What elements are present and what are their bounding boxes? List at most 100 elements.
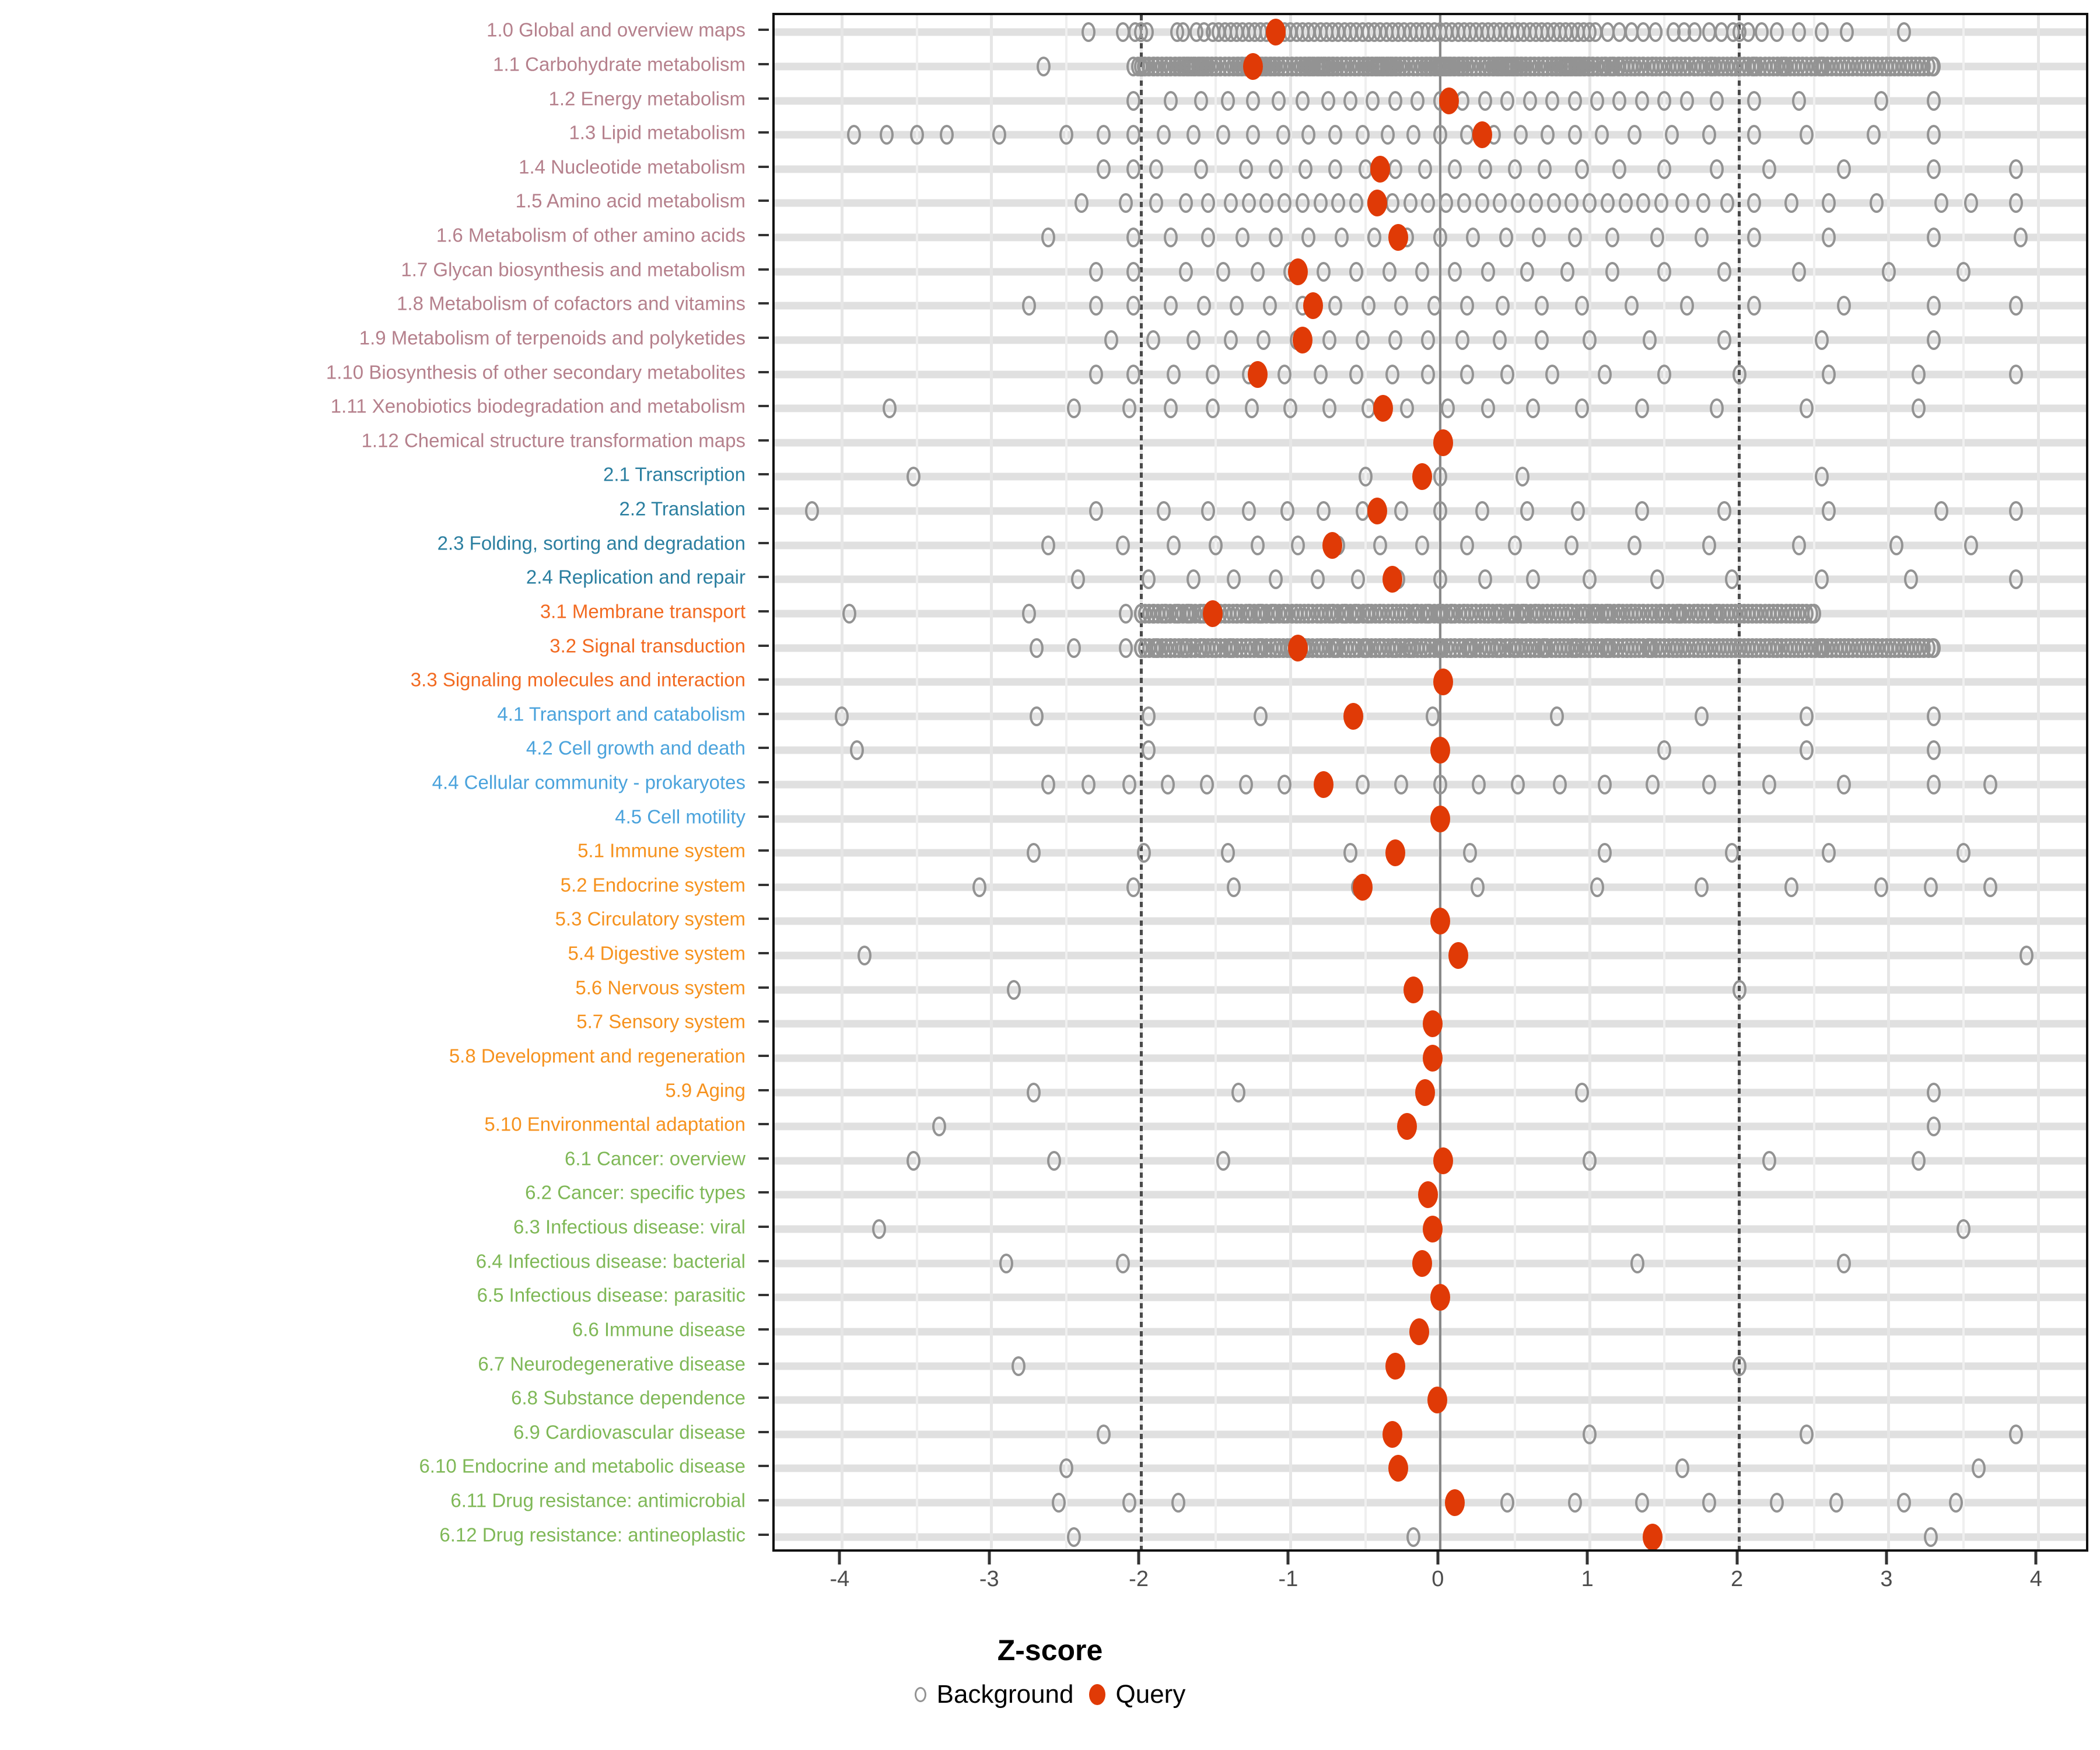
background-point — [2008, 364, 2023, 384]
background-point — [1388, 90, 1402, 111]
background-point — [1082, 22, 1096, 43]
background-point — [1657, 364, 1672, 384]
background-point — [1545, 364, 1560, 384]
category-label: 1.9 Metabolism of terpenoids and polyket… — [359, 327, 746, 349]
background-point — [1499, 228, 1513, 248]
category-label: 1.7 Glycan biosynthesis and metabolism — [401, 258, 746, 281]
background-point — [1066, 398, 1081, 419]
background-point — [1418, 159, 1433, 179]
background-point — [1493, 193, 1507, 214]
background-point — [1923, 877, 1938, 897]
background-point — [1460, 364, 1474, 384]
background-point — [1278, 364, 1292, 384]
background-point — [1433, 501, 1447, 522]
category-label: 5.8 Development and regeneration — [449, 1045, 746, 1067]
x-tick-label: -2 — [1129, 1567, 1149, 1591]
category-label: 4.1 Transport and catabolism — [497, 703, 746, 725]
background-point — [1511, 193, 1525, 214]
background-point — [1433, 467, 1447, 487]
x-tick-label: 1 — [1581, 1567, 1594, 1591]
background-point — [1126, 159, 1141, 179]
background-point — [1618, 193, 1633, 214]
background-point — [1874, 90, 1889, 111]
background-point — [907, 1150, 921, 1171]
background-point — [1460, 535, 1474, 555]
background-point — [1650, 569, 1664, 590]
background-point — [1122, 398, 1136, 419]
background-point — [1769, 22, 1784, 43]
background-point — [1026, 843, 1041, 863]
category-row-band — [775, 849, 2086, 857]
background-point — [1546, 193, 1561, 214]
category-label: 1.1 Carbohydrate metabolism — [493, 53, 746, 75]
category-tick — [758, 610, 769, 612]
background-point — [1814, 569, 1829, 590]
background-point — [1657, 90, 1672, 111]
background-point — [1971, 1458, 1986, 1479]
background-point — [1251, 535, 1265, 555]
x-gridline — [840, 15, 844, 1549]
background-point — [1343, 843, 1357, 863]
x-tick-label: 0 — [1432, 1567, 1444, 1591]
category-label: 1.8 Metabolism of cofactors and vitamins — [397, 292, 746, 314]
category-label: 1.6 Metabolism of other amino acids — [436, 224, 746, 246]
category-label: 2.3 Folding, sorting and degradation — [437, 532, 746, 554]
background-point — [1175, 22, 1190, 43]
query-point — [1433, 429, 1453, 456]
background-point — [1238, 775, 1253, 794]
category-tick — [758, 541, 769, 544]
background-point — [1508, 535, 1522, 555]
background-point — [1567, 125, 1582, 145]
background-point — [1328, 125, 1343, 145]
query-point — [1423, 1044, 1443, 1072]
query-point — [1382, 1420, 1402, 1448]
background-point — [1448, 159, 1462, 179]
background-point — [1747, 90, 1762, 111]
category-row-band — [775, 541, 2086, 550]
category-row-band — [775, 1328, 2086, 1336]
background-point — [1179, 261, 1193, 282]
background-point — [1583, 193, 1597, 214]
background-point — [1406, 125, 1420, 145]
threshold-reference-line — [1139, 15, 1143, 1549]
background-point — [1199, 775, 1214, 794]
background-point — [1792, 261, 1807, 282]
category-tick — [758, 1054, 769, 1057]
background-point — [1440, 398, 1455, 419]
background-point — [1421, 330, 1436, 350]
query-point — [1265, 19, 1286, 46]
query-point — [1382, 566, 1402, 593]
background-point — [1874, 877, 1889, 897]
query-point — [1385, 839, 1405, 867]
background-point — [850, 740, 864, 761]
background-point — [1912, 398, 1926, 419]
background-point — [1358, 467, 1373, 487]
background-point — [1394, 501, 1409, 522]
category-label: 5.6 Nervous system — [575, 977, 746, 999]
background-point — [1146, 330, 1160, 350]
x-tick — [1885, 1552, 1888, 1564]
background-point — [880, 125, 894, 145]
background-point — [1316, 261, 1331, 282]
x-tick — [1735, 1552, 1739, 1564]
background-point — [999, 1253, 1014, 1273]
background-point — [1535, 296, 1549, 316]
background-point — [1493, 330, 1507, 350]
category-label: 1.10 Biosynthesis of other secondary met… — [326, 361, 746, 383]
background-point — [1220, 90, 1235, 111]
background-point — [1119, 603, 1133, 624]
background-point — [1792, 22, 1807, 43]
category-tick — [758, 97, 769, 100]
background-point — [1799, 706, 1814, 726]
background-point — [1702, 775, 1717, 794]
background-point — [1381, 125, 1395, 145]
background-point — [2008, 569, 2023, 590]
category-label: 6.6 Immune disease — [572, 1318, 746, 1340]
category-tick — [758, 849, 769, 852]
background-point — [1923, 1527, 1938, 1547]
category-tick — [758, 747, 769, 750]
background-point — [1231, 1082, 1245, 1102]
background-point — [1271, 90, 1286, 111]
background-point — [1575, 296, 1590, 316]
background-point — [1349, 193, 1364, 214]
